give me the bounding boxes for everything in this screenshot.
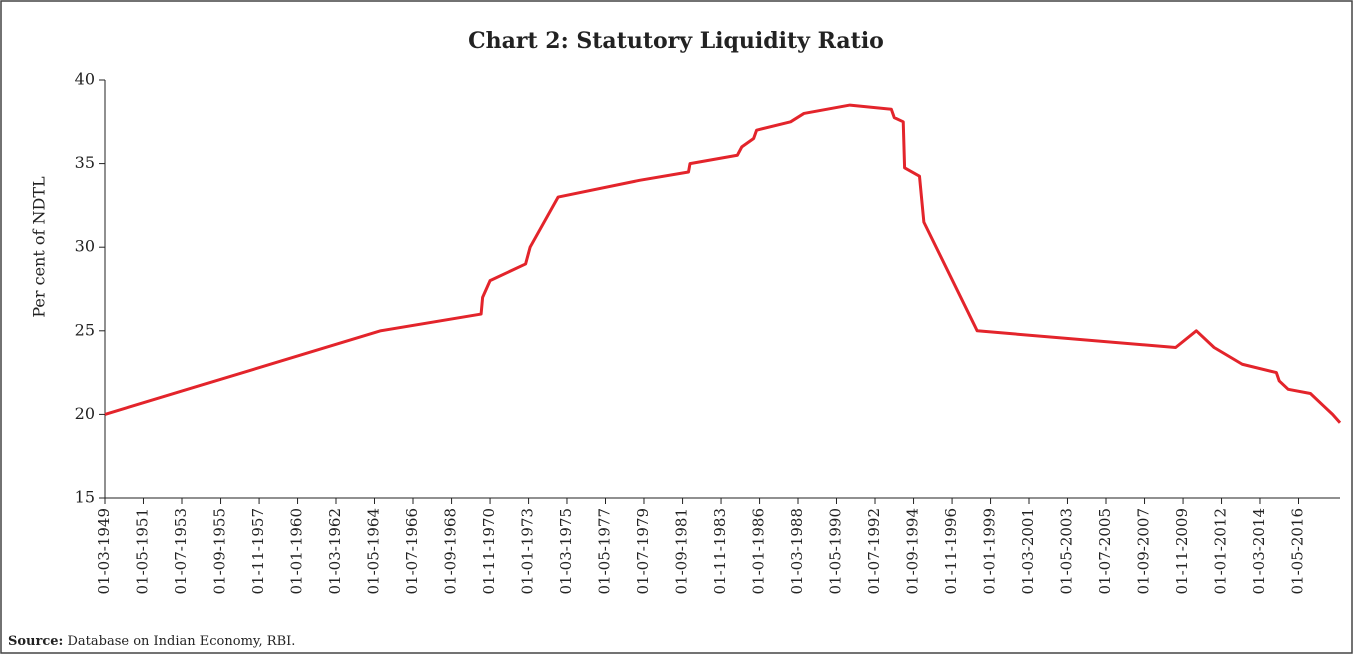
- source-text: Database on Indian Economy, RBI.: [68, 634, 296, 649]
- y-tick-label: 20: [75, 404, 95, 423]
- x-tick-label: 01-01-1986: [750, 508, 768, 594]
- x-tick-label: 01-03-1988: [788, 508, 806, 594]
- x-tick-label: 01-07-1979: [634, 508, 652, 594]
- line-series: [104, 103, 1342, 424]
- x-tick-label: 01-07-1966: [403, 508, 421, 594]
- x-tick-label: 01-07-2005: [1096, 508, 1114, 594]
- x-tick-label: 01-01-1973: [519, 508, 537, 594]
- x-tick-label: 01-11-1957: [249, 508, 267, 594]
- x-tick-label: 01-01-1999: [981, 508, 999, 594]
- y-tick-label: 40: [75, 70, 95, 89]
- x-tick-label: 01-05-1977: [595, 508, 613, 594]
- y-tick-label: 15: [75, 488, 95, 507]
- x-tick-label: 01-09-1981: [673, 508, 691, 594]
- x-tick-label: 01-05-1951: [133, 508, 151, 594]
- y-tick-label: 35: [75, 153, 95, 172]
- x-tick-label: 01-07-1953: [172, 508, 190, 594]
- y-tick-label: 30: [75, 237, 95, 256]
- x-tick-label: 01-09-1955: [211, 508, 229, 594]
- x-tick-label: 01-11-1983: [711, 508, 729, 594]
- y-tick-label: 25: [75, 320, 95, 339]
- x-tick-label: 01-09-2007: [1135, 508, 1153, 594]
- source: Source: Database on Indian Economy, RBI.: [8, 634, 295, 649]
- y-axis-label: Per cent of NDTL: [30, 176, 49, 318]
- x-tick-label: 01-03-2001: [1019, 508, 1037, 594]
- x-tick-label: 01-05-2016: [1289, 508, 1307, 594]
- x-tick-label: 01-03-1975: [557, 508, 575, 594]
- x-tick-label: 01-03-1962: [326, 508, 344, 594]
- x-tick-label: 01-07-1992: [865, 508, 883, 594]
- x-tick-label: 01-11-1970: [480, 508, 498, 594]
- x-tick-label: 01-11-1996: [942, 508, 960, 594]
- x-tick-label: 01-05-1964: [365, 508, 383, 594]
- x-tick-label: 01-05-1990: [826, 508, 844, 594]
- x-tick-label: 01-09-1968: [442, 508, 460, 594]
- x-tick-label: 01-03-2014: [1250, 508, 1268, 594]
- x-tick-label: 01-11-2009: [1173, 508, 1191, 594]
- x-tick-label: 01-01-2012: [1212, 508, 1230, 594]
- chart-title: Chart 2: Statutory Liquidity Ratio: [468, 28, 884, 54]
- x-tick-label: 01-09-1994: [904, 508, 922, 594]
- x-tick-label: 01-01-1960: [288, 508, 306, 594]
- x-tick-label: 01-03-1949: [95, 508, 113, 594]
- source-label: Source:: [8, 634, 63, 649]
- x-tick-label: 01-05-2003: [1057, 508, 1075, 594]
